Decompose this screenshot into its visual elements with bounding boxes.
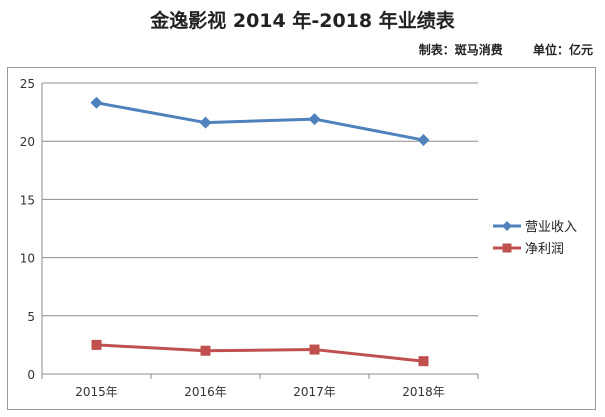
data-point <box>199 116 212 129</box>
legend-marker <box>502 243 512 253</box>
data-point <box>308 113 321 126</box>
unit-note: 单位：亿元 <box>532 43 593 57</box>
x-tick-label: 2016年 <box>184 385 227 399</box>
x-tick-label: 2018年 <box>402 385 445 399</box>
series-line <box>96 343 424 363</box>
maker-note: 制表：斑马消费 <box>418 43 503 57</box>
chart-title: 金逸影视 2014 年-2018 年业绩表 <box>150 10 455 32</box>
legend-label: 营业收入 <box>525 220 577 235</box>
y-tick-label: 20 <box>20 135 35 149</box>
data-point <box>418 356 429 367</box>
x-tick-label: 2015年 <box>75 385 118 399</box>
data-point <box>309 344 320 355</box>
legend-label: 净利润 <box>525 242 564 257</box>
y-tick-label: 15 <box>20 193 35 207</box>
y-tick-label: 5 <box>27 310 35 324</box>
data-point <box>90 96 103 109</box>
y-tick-label: 10 <box>20 252 35 266</box>
x-tick-label: 2017年 <box>293 385 336 399</box>
series-line <box>96 101 424 142</box>
chart-frame <box>7 67 596 410</box>
data-point <box>91 339 102 350</box>
y-tick-label: 25 <box>20 77 35 91</box>
data-point <box>417 134 430 147</box>
y-tick-label: 0 <box>27 368 35 382</box>
data-point <box>200 345 211 356</box>
legend-marker <box>502 221 512 231</box>
chart-meta: 制表：斑马消费 单位：亿元 <box>393 41 593 58</box>
